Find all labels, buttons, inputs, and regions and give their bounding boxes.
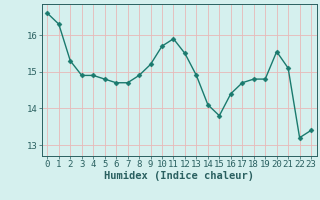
X-axis label: Humidex (Indice chaleur): Humidex (Indice chaleur) [104,171,254,181]
